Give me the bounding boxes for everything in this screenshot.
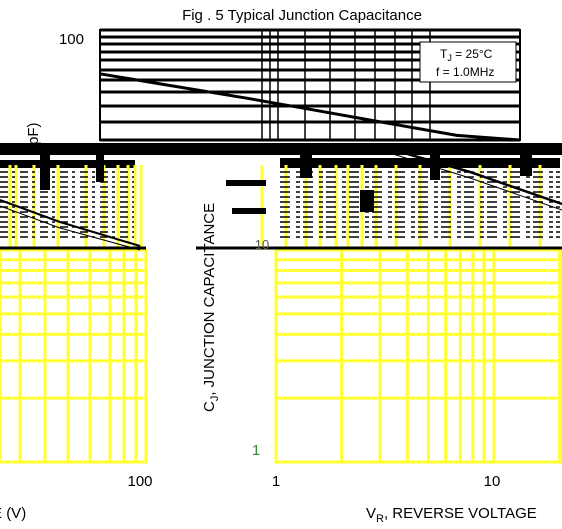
curves: [0, 72, 562, 251]
glitch-band: [0, 143, 562, 250]
glitch-block: [40, 150, 50, 190]
y-axis-label: CJ, JUNCTION CAPACITANCE: [201, 203, 221, 412]
capacitance-curve-right-echo: [379, 149, 562, 211]
x-axis-label: VR, REVERSE VOLTAGE: [366, 505, 537, 525]
y-tick-label-100: 100: [59, 31, 84, 48]
glitch-block: [226, 180, 266, 186]
chart-title: Fig . 5 Typical Junction Capacitance: [182, 7, 422, 24]
x-tick-label-1: 1: [272, 473, 280, 490]
capacitance-curve-left-echo: [0, 205, 141, 251]
glitch-block: [360, 190, 374, 212]
x-axis-unit: E (V): [0, 505, 26, 522]
temperature-label: TJ = 25°C: [440, 47, 493, 63]
capacitance-curve-upper: [99, 72, 521, 142]
capacitance-curve-right: [379, 144, 562, 206]
lower-grid: [0, 248, 562, 464]
glitch-strip-left: [0, 160, 135, 168]
glitch-block: [232, 208, 266, 214]
glitch-block: [520, 150, 532, 176]
glitch-block: [430, 150, 440, 180]
conditions-background: [419, 41, 517, 83]
conditions-box: TJ = 25°C f = 1.0MHz: [419, 41, 517, 83]
y-axis-unit: (pF): [25, 123, 42, 151]
glitch-strip-right: [280, 158, 560, 168]
glitch-block: [300, 150, 312, 178]
y-tick-label-10: 10: [255, 237, 269, 252]
x-tick-label-100-left: 100: [127, 473, 152, 490]
x-tick-label-10: 10: [484, 473, 501, 490]
capacitance-curve-left: [0, 199, 141, 247]
y-tick-label-1: 1: [252, 442, 260, 459]
glitch-strip-top: [0, 143, 562, 155]
glitch-block: [96, 148, 104, 182]
frequency-label: f = 1.0MHz: [436, 65, 494, 79]
